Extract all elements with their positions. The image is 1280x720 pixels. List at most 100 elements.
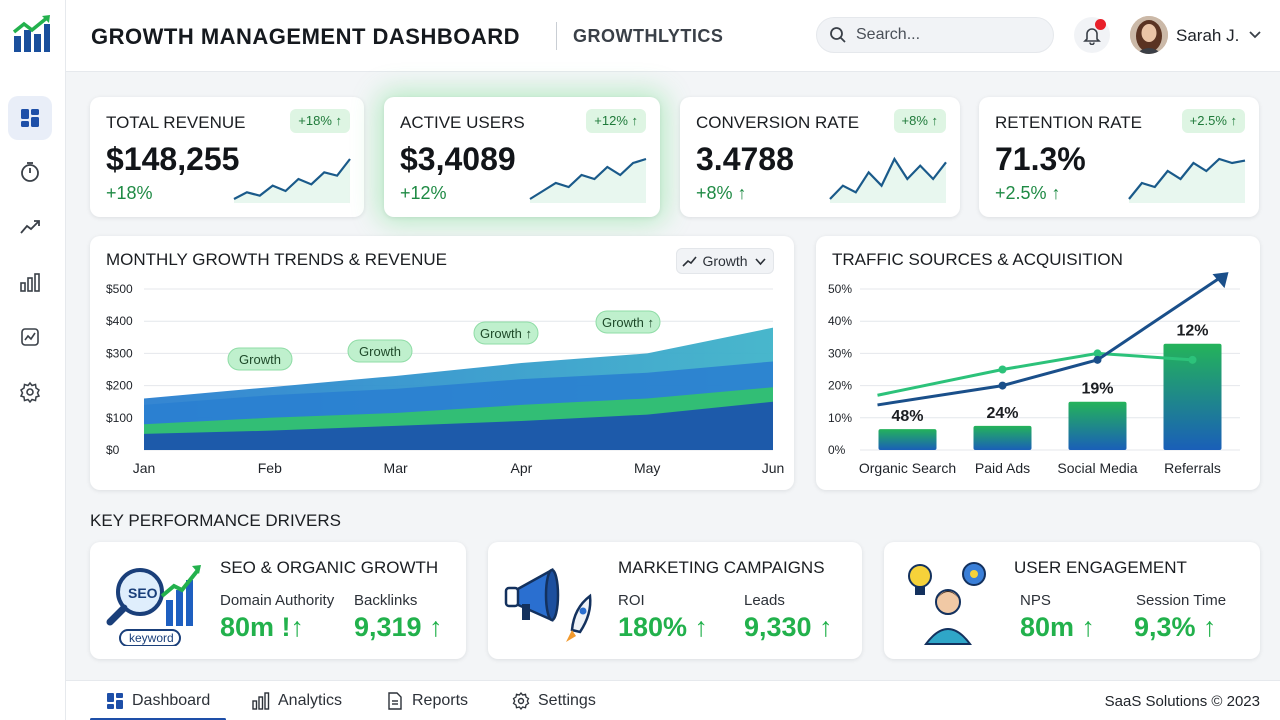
trend-up-icon	[20, 220, 40, 234]
area-series	[144, 401, 773, 450]
bar-value-label: 24%	[986, 405, 1018, 422]
user-name[interactable]: Sarah J.	[1176, 26, 1240, 45]
kpi-label: TOTAL REVENUE	[106, 113, 246, 132]
x-tick-label: Apr	[511, 460, 533, 476]
x-tick-label: Paid Ads	[975, 460, 1030, 476]
kpi-delta: +18%	[106, 183, 153, 203]
growth-tag: Growth ↑	[473, 321, 539, 345]
traffic-chart-title: TRAFFIC SOURCES & ACQUISITION	[832, 250, 1123, 269]
sidebar-item-settings[interactable]	[8, 370, 52, 414]
trend-point	[998, 381, 1007, 390]
driver-card-engagement[interactable]: USER ENGAGEMENT NPS 80m ↑ Session Time 9…	[884, 542, 1260, 659]
notification-dot	[1095, 19, 1106, 30]
y-tick-label: $400	[106, 314, 133, 328]
bar-chart-icon	[252, 692, 270, 710]
sparkline-area	[234, 159, 350, 203]
x-tick-label: Jan	[133, 460, 156, 476]
sparkline-line	[529, 157, 647, 200]
lightbulb-person-icon	[908, 562, 986, 645]
trend-point	[998, 365, 1007, 374]
trend-line	[877, 351, 1193, 397]
tab-dashboard[interactable]: Dashboard	[90, 681, 227, 720]
sidebar-item-reports[interactable]	[8, 315, 52, 359]
growth-tag-label: Growth	[359, 344, 401, 359]
sparkline-line	[829, 156, 947, 200]
driver-metric-label: Backlinks	[354, 592, 418, 609]
bar-value-label: 19%	[1081, 381, 1113, 398]
kpi-badge: +18% ↑	[290, 109, 350, 133]
footer-copyright: SaaS Solutions © 2023	[1104, 693, 1260, 710]
page-title: GROWTH MANAGEMENT DASHBOARD	[91, 24, 521, 49]
kpi-sparkline	[1128, 157, 1246, 203]
bar-value-label: 48%	[891, 408, 923, 425]
sparkline-area	[1129, 159, 1245, 203]
y-tick-label: 0%	[828, 443, 846, 457]
dashboard-grid-icon	[21, 109, 39, 127]
sparkline-area	[530, 159, 646, 203]
growth-tag: Growth	[227, 347, 293, 371]
kpi-card-total-revenue[interactable]: TOTAL REVENUE +18% ↑ $148,255 +18%	[90, 97, 364, 217]
y-tick-label: $500	[106, 282, 133, 296]
sidebar-item-analytics[interactable]	[8, 260, 52, 304]
traffic-chart-panel: TRAFFIC SOURCES & ACQUISITION 50% 40% 30% 2…	[816, 236, 1260, 490]
growth-area-chart: $500 $400 $300 $200 $100 $0 Jan Feb Mar Apr May Jun…	[106, 282, 784, 476]
y-tick-label: $200	[106, 379, 133, 393]
x-tick-label: Referrals	[1164, 460, 1221, 476]
growth-tag: Growth	[347, 339, 413, 363]
search-box[interactable]	[816, 17, 1054, 53]
tab-analytics[interactable]: Analytics	[252, 681, 342, 720]
kpi-sparkline	[233, 158, 351, 203]
growth-tag-label: Growth ↑	[480, 326, 532, 341]
tab-reports[interactable]: Reports	[386, 681, 468, 720]
driver-metric-value: 9,319 ↑	[354, 612, 443, 642]
gear-icon	[512, 692, 530, 710]
y-tick-label: 10%	[828, 411, 852, 425]
driver-metric-value: 9,3% ↑	[1134, 612, 1217, 642]
driver-metric-value: 80m !↑	[220, 612, 305, 642]
trend-point	[1093, 349, 1102, 358]
driver-card-marketing[interactable]: MARKETING CAMPAIGNS ROI 180% ↑ Leads 9,3…	[488, 542, 862, 659]
sidebar-item-timer[interactable]	[8, 150, 52, 194]
sparkline-line	[233, 158, 351, 200]
growth-tag-label: Growth ↑	[602, 315, 654, 330]
megaphone-rocket-icon	[504, 567, 592, 642]
seo-magnifier-icon: SEO keyword	[106, 565, 201, 646]
driver-title: USER ENGAGEMENT	[1014, 558, 1187, 577]
growth-chart-title: MONTHLY GROWTH TRENDS & REVENUE	[106, 250, 447, 269]
y-tick-label: $300	[106, 346, 133, 360]
tab-settings[interactable]: Settings	[512, 681, 596, 720]
driver-title: SEO & ORGANIC GROWTH	[220, 558, 439, 577]
tab-label: Reports	[412, 692, 469, 709]
driver-metric-label: NPS	[1020, 592, 1051, 609]
kpi-card-retention-rate[interactable]: RETENTION RATE +2.5% ↑ 71.3% +2.5% ↑	[979, 97, 1259, 217]
sidebar-item-dashboard[interactable]	[8, 96, 52, 140]
growth-tag: Growth ↑	[595, 310, 661, 334]
driver-card-seo[interactable]: SEO keyword SEO & ORGANIC GROWTH Domain …	[90, 542, 466, 659]
kpi-card-conversion-rate[interactable]: CONVERSION RATE +8% ↑ 3.4788 +8% ↑	[680, 97, 960, 217]
trend-point	[1188, 355, 1197, 364]
sidebar-item-trends[interactable]	[8, 205, 52, 249]
sidebar	[0, 0, 66, 720]
trend-up-icon	[682, 255, 698, 267]
chevron-down-icon[interactable]	[1248, 28, 1262, 42]
growth-dropdown[interactable]: Growth	[676, 248, 774, 274]
driver-title: MARKETING CAMPAIGNS	[618, 558, 825, 577]
notifications-button[interactable]	[1074, 17, 1110, 53]
trend-point	[1093, 355, 1102, 364]
driver-metric-value: 9,330 ↑	[744, 612, 833, 642]
avatar[interactable]	[1130, 16, 1168, 54]
seo-illustration-text: SEO	[128, 585, 158, 601]
y-tick-label: 20%	[828, 379, 852, 393]
sparkline-line	[1128, 157, 1246, 200]
report-chart-icon	[21, 328, 39, 346]
driver-metric-value: 180% ↑	[618, 612, 709, 642]
driver-metric-label: Domain Authority	[220, 592, 335, 609]
kpi-card-active-users[interactable]: ACTIVE USERS +12% ↑ $3,4089 +12%	[384, 97, 660, 217]
kpi-value: 71.3%	[995, 141, 1086, 177]
sparkline-area	[830, 159, 946, 203]
document-icon	[388, 692, 402, 710]
kpi-label: ACTIVE USERS	[400, 113, 525, 132]
kpi-sparkline	[829, 156, 947, 203]
search-input[interactable]	[856, 26, 1036, 44]
x-tick-label: Feb	[258, 460, 282, 476]
